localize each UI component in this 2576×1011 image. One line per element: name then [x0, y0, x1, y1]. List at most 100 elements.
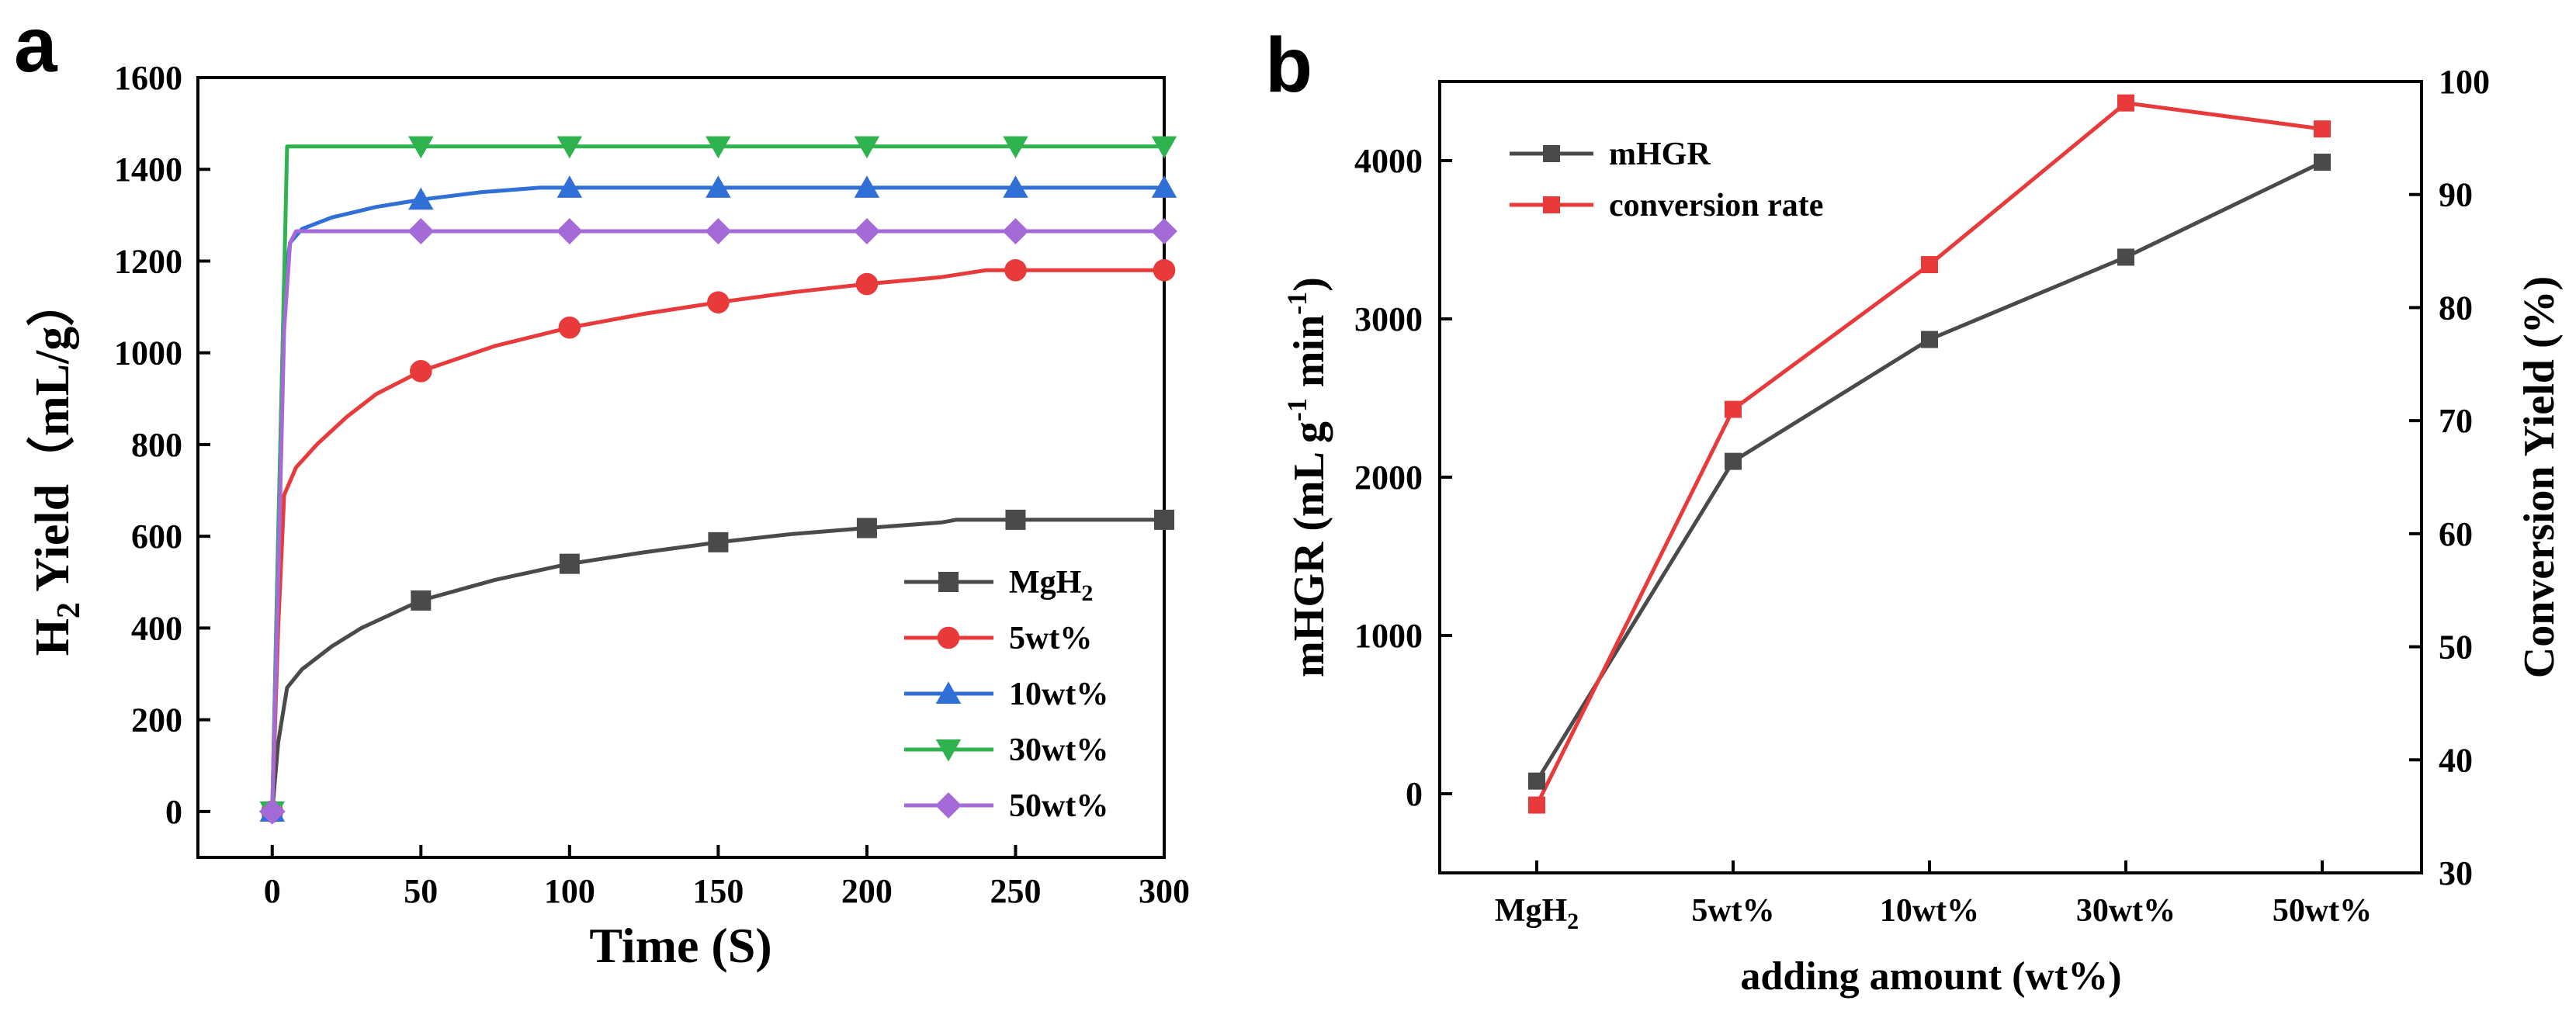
y-tick-label-8: 1600 [114, 59, 182, 97]
b-series-1-point-0 [1528, 796, 1545, 814]
chart-b-ylabel-suffix: ) [1285, 277, 1333, 292]
b-series-0-point-0 [1528, 772, 1545, 790]
x-tick-label-6: 300 [1139, 872, 1190, 910]
b-x-tick-label-2: 10wt% [1880, 893, 1979, 929]
series-1-point-5 [1004, 258, 1027, 282]
b-legend-label-1: conversion rate [1609, 188, 1823, 223]
chart-b-ticks: MgH2 5wt% 10wt% 30wt% 50wt% 0 1000 2000 3000 4000… [1354, 63, 2490, 934]
legend-marker-2 [935, 681, 962, 704]
chart-a-ylabel: H2 Yield（mL/g） [25, 279, 87, 656]
series-0-point-3 [708, 531, 729, 552]
b-y2-tick-label-0: 30 [2439, 854, 2473, 892]
series-0-point-1 [411, 590, 432, 611]
b-series-0-point-3 [2117, 248, 2134, 266]
b-x-tick-label-1: 5wt% [1691, 893, 1774, 929]
b-legend-marker-0 [1543, 145, 1560, 162]
b-legend-marker-1 [1543, 196, 1560, 213]
b-y2-tick-label-4: 70 [2439, 402, 2473, 440]
chart-b-ylabel-sup2: -1 [1281, 292, 1312, 315]
series-4-point-6 [1151, 218, 1177, 244]
series-0-point-5 [1005, 509, 1026, 530]
legend-marker-0 [938, 572, 959, 592]
b-series-0-point-2 [1921, 331, 1938, 348]
chart-a-ylabel-rest: Yield（mL/g） [25, 279, 79, 602]
chart-a-ylabel-main: H [26, 618, 79, 656]
chart-b-markers [1528, 94, 2331, 814]
b-series-line-0 [1534, 160, 2324, 783]
chart-a: 0 50 100 150 200 250 300 0 200 400 600 800 1000 1200 1… [25, 59, 1190, 973]
series-0-point-6 [1154, 509, 1174, 530]
b-legend-label-0: mHGR [1609, 137, 1711, 172]
series-3-point-1 [408, 136, 434, 159]
x-tick-label-5: 250 [990, 872, 1041, 910]
series-2-point-1 [408, 187, 434, 210]
series-4-point-3 [705, 218, 732, 244]
y-tick-label-5: 1000 [114, 334, 182, 372]
b-series-0-point-4 [2314, 154, 2331, 171]
b-series-1-point-4 [2314, 120, 2331, 138]
panel-label-a: a [14, 2, 58, 88]
y-tick-label-1: 200 [131, 701, 182, 739]
x-tick-label-1: 50 [404, 872, 438, 910]
series-2-point-4 [854, 175, 880, 198]
x-tick-label-0: 0 [264, 872, 281, 910]
chart-a-ylabel-sub: 2 [51, 602, 87, 618]
b-y-tick-label-4: 4000 [1354, 142, 1423, 180]
chart-b-legend: mHGR conversion rate [1510, 137, 1823, 223]
series-3-point-4 [854, 136, 880, 159]
b-x-tick-label-0: MgH2 [1495, 893, 1579, 934]
b-x-tick-label-3: 30wt% [2076, 893, 2176, 929]
b-series-1-point-2 [1921, 256, 1938, 274]
series-2-point-3 [706, 175, 731, 198]
chart-b-ylabel-middle: min [1285, 315, 1333, 398]
y-tick-label-7: 1400 [114, 151, 182, 189]
series-3-point-6 [1151, 136, 1177, 159]
chart-b: MgH2 5wt% 10wt% 30wt% 50wt% 0 1000 2000 3000 4000… [1281, 63, 2564, 999]
series-4-point-4 [854, 218, 880, 244]
series-2-point-5 [1003, 175, 1028, 198]
legend-label-4: 50wt% [1009, 788, 1108, 824]
y-tick-label-2: 400 [131, 609, 182, 647]
chart-a-ticks: 0 50 100 150 200 250 300 0 200 400 600 800 1000 1200 1… [114, 59, 1190, 910]
y-tick-label-0: 0 [165, 793, 182, 831]
b-x-tick-label-4: 50wt% [2273, 893, 2372, 929]
y-tick-label-3: 600 [131, 518, 182, 556]
legend-label-0: MgH2 [1009, 565, 1093, 606]
series-1-point-6 [1153, 258, 1176, 282]
y-tick-label-6: 1200 [114, 242, 182, 280]
b-series-1-point-3 [2117, 94, 2134, 112]
x-tick-label-2: 100 [544, 872, 595, 910]
series-3-point-5 [1003, 136, 1028, 159]
b-y-tick-label-3: 3000 [1354, 300, 1423, 338]
y-tick-label-4: 800 [131, 426, 182, 464]
x-tick-label-4: 200 [841, 872, 893, 910]
chart-a-xlabel: Time (S) [589, 918, 771, 973]
chart-b-ylabel-sup1: -1 [1281, 398, 1312, 421]
series-2-point-2 [556, 175, 583, 198]
series-4-point-0 [258, 798, 286, 825]
series-line-4 [270, 229, 1164, 812]
chart-b-y2label: Conversion Yield (%) [2515, 276, 2564, 679]
b-y2-tick-label-3: 60 [2439, 515, 2473, 553]
series-0-point-4 [856, 518, 877, 538]
b-y2-tick-label-2: 50 [2439, 628, 2473, 666]
series-1-point-3 [707, 291, 730, 313]
series-0-point-2 [559, 553, 580, 574]
b-series-1-point-1 [1725, 400, 1742, 418]
legend-marker-3 [935, 739, 962, 762]
chart-a-frame [196, 76, 1166, 859]
chart-b-xlabel: adding amount (wt%) [1740, 954, 2121, 999]
chart-b-ylabel-prefix: mHGR (mL g [1285, 421, 1333, 677]
b-y-tick-label-2: 2000 [1354, 459, 1423, 497]
series-2-point-6 [1151, 175, 1177, 198]
legend-label-1: 5wt% [1009, 621, 1092, 656]
b-y2-tick-label-5: 80 [2439, 289, 2473, 327]
series-1-point-2 [558, 316, 581, 339]
panel-label-b: b [1265, 22, 1312, 109]
legend-marker-1 [937, 626, 960, 649]
b-y2-tick-label-6: 90 [2439, 176, 2473, 214]
legend-marker-4 [935, 792, 962, 819]
legend-label-3: 30wt% [1009, 732, 1108, 768]
b-y2-tick-label-7: 100 [2439, 63, 2490, 101]
